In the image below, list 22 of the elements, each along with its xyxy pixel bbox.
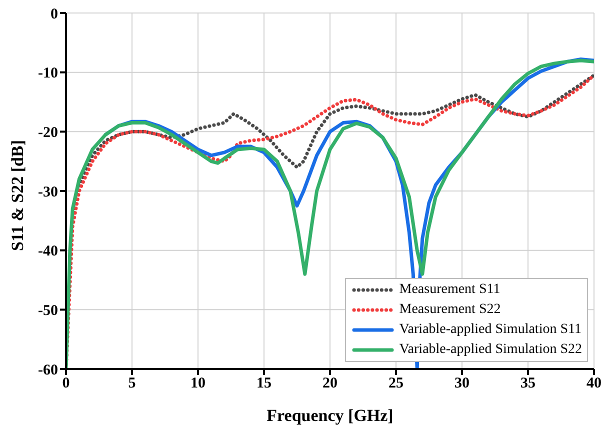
x-tick-label: 20 [322,376,338,392]
x-tick-label: 5 [128,376,136,392]
x-tick-label: 10 [190,376,206,392]
legend-label: Measurement S11 [399,282,500,298]
x-tick-label: 40 [586,376,602,392]
x-tick-label: 30 [454,376,470,392]
y-tick-label: -30 [38,184,58,200]
x-tick-label: 0 [62,376,70,392]
x-tick-label: 25 [388,376,404,392]
x-tick-label: 35 [520,376,536,392]
y-axis-title: S11 & S22 [dB] [8,140,28,251]
legend-label: Variable-applied Simulation S22 [399,342,582,358]
legend-label: Variable-applied Simulation S11 [399,322,582,338]
y-tick-label: -40 [38,244,58,260]
x-tick-label: 15 [256,376,272,392]
y-tick-label: -20 [38,124,58,141]
y-tick-label: -60 [38,362,58,378]
y-tick-label: 0 [50,6,58,22]
y-tick-label: -10 [38,66,58,82]
x-axis-title: Frequency [GHz] [266,406,394,425]
legend-label: Measurement S22 [399,302,501,318]
y-tick-label: -50 [38,302,58,319]
